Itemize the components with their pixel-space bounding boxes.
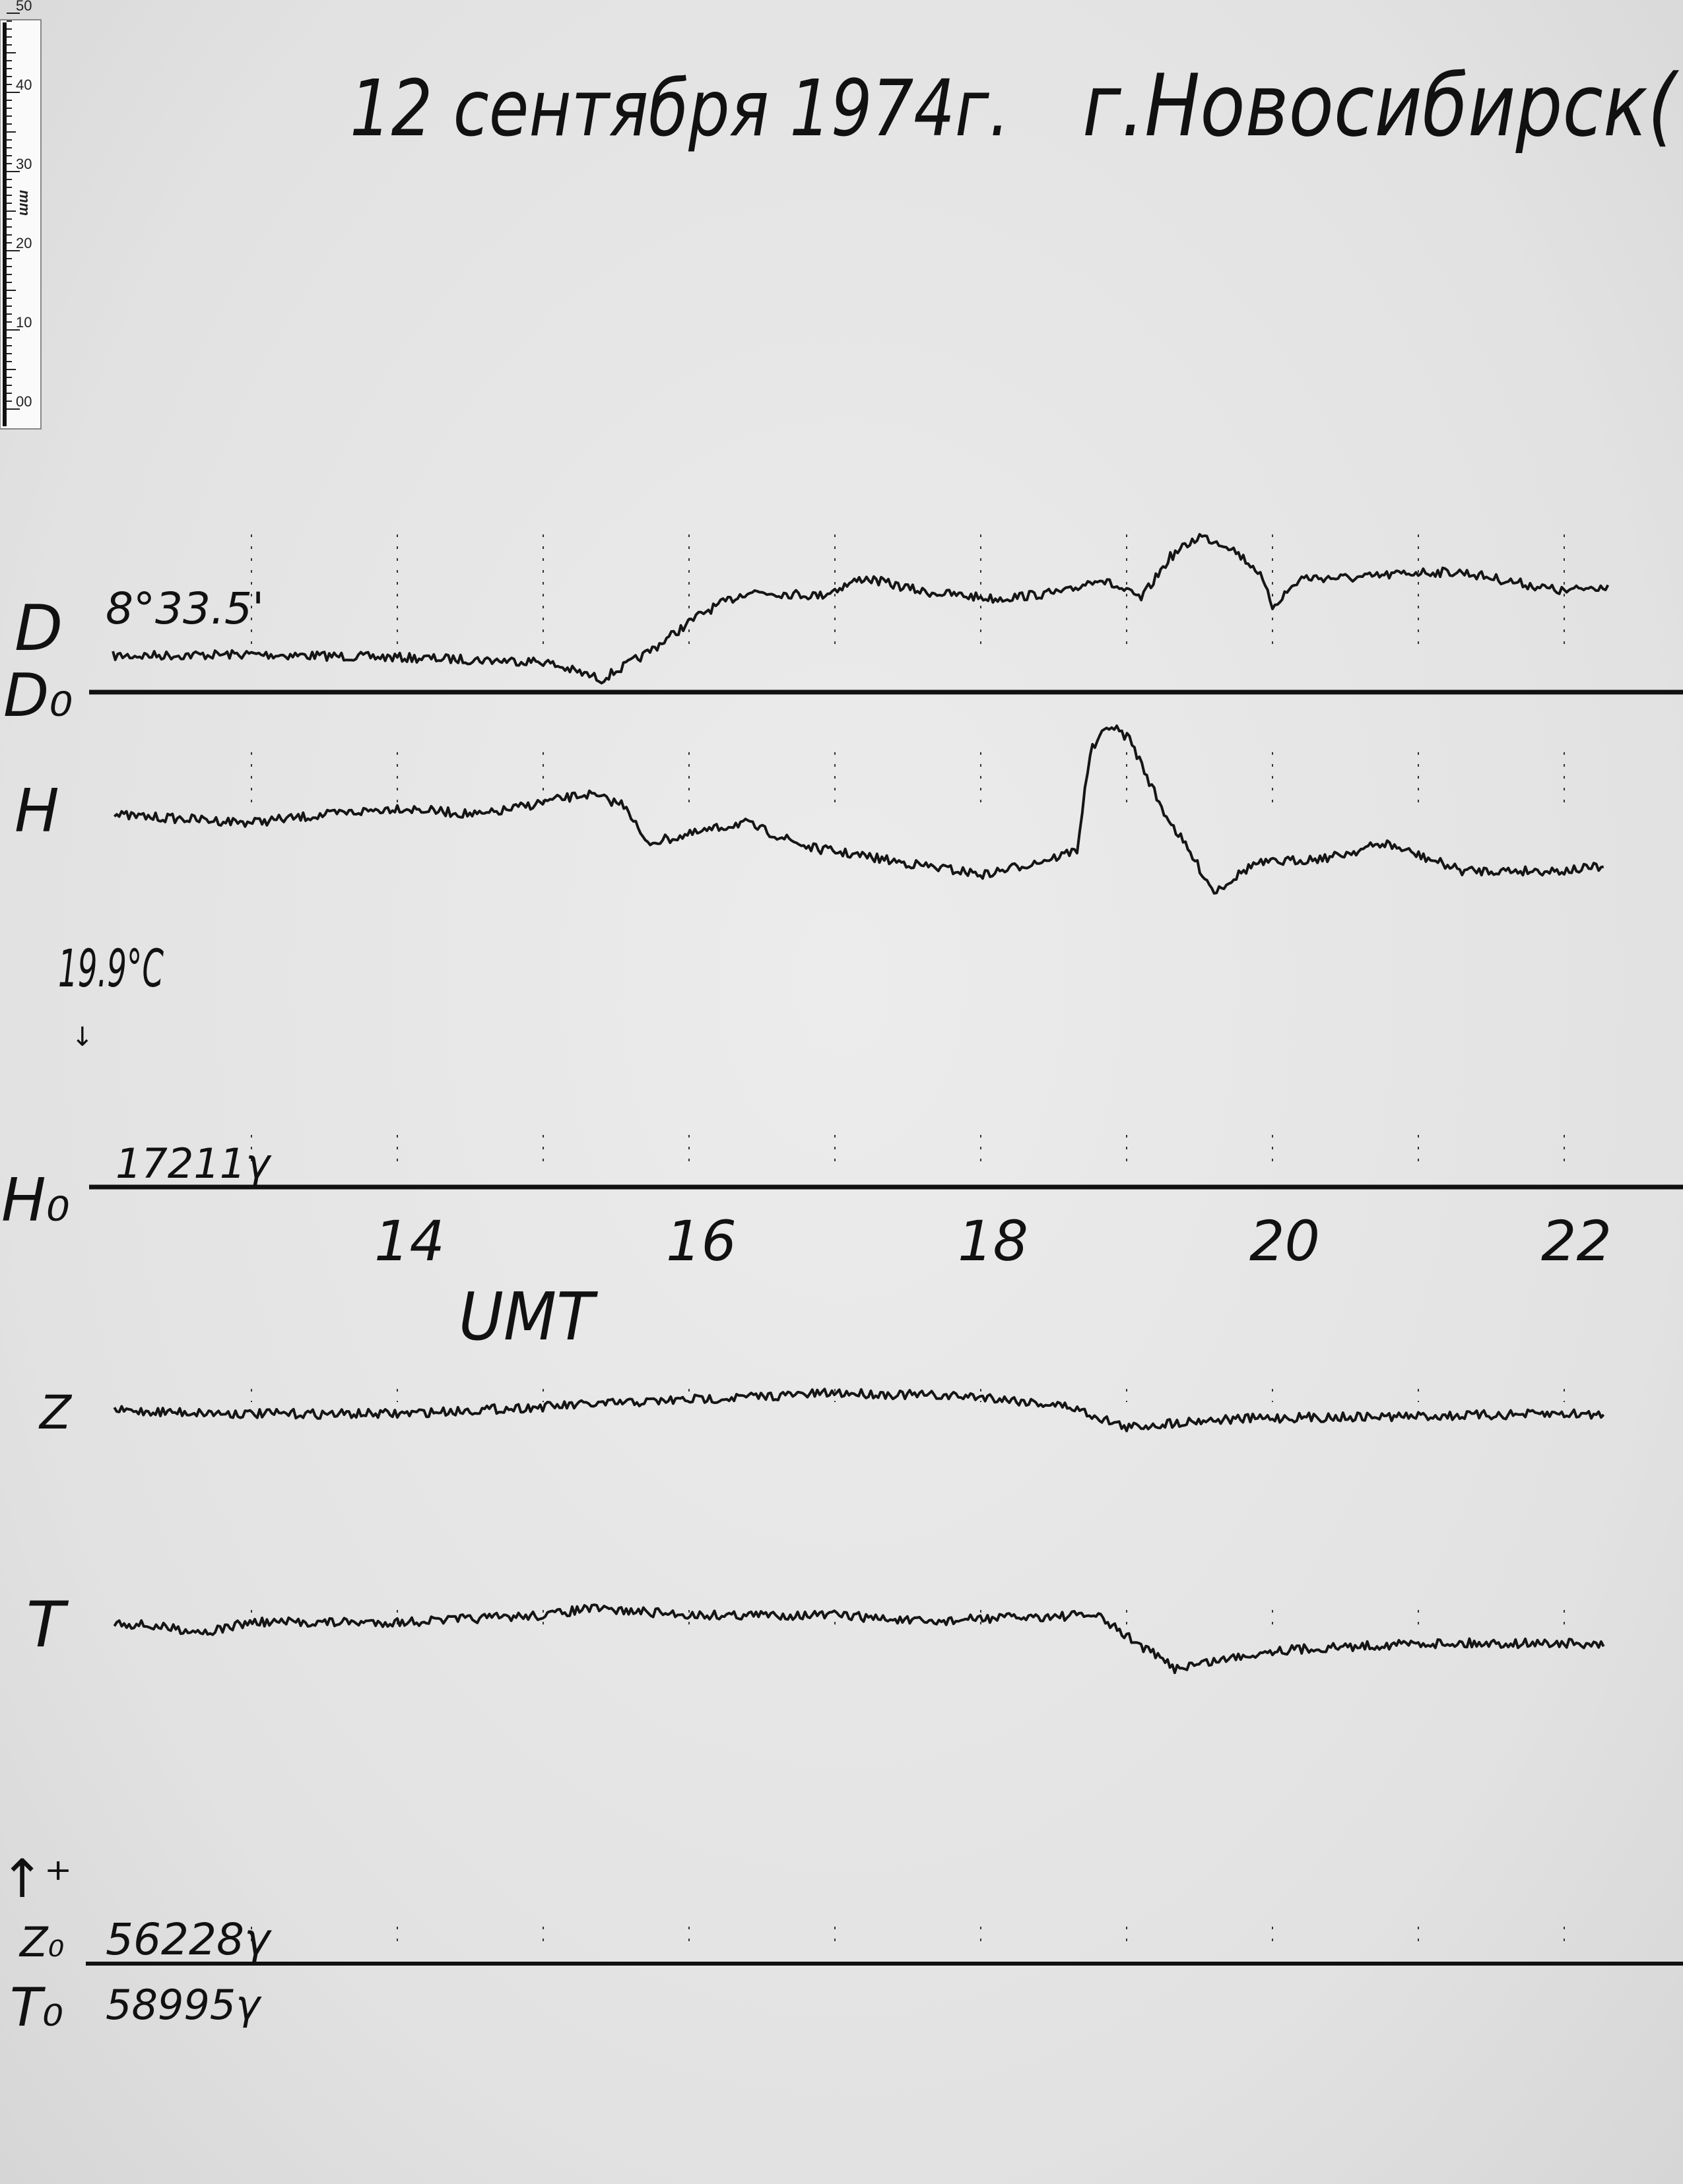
label-z0: Z₀ [18,1918,64,1966]
time-axis-label: UMT [459,1278,598,1355]
hour-label: 14 [374,1209,445,1273]
down-arrow-icon: ↓ [71,1022,94,1052]
trace-h [113,724,1604,895]
trace-d [112,532,1610,685]
mm-ruler: 00 10 20 30 40 50 mm [0,0,42,430]
trace-t [113,1603,1605,1675]
hour-label: 18 [958,1209,1028,1273]
label-h: H [15,777,59,846]
h0-value: 17211γ [116,1140,272,1188]
hour-label: 22 [1541,1209,1612,1273]
hour-label: 20 [1249,1209,1320,1273]
label-t: T [26,1589,69,1661]
ruler-tick-label: 10 [16,314,32,331]
trace-z [113,1388,1605,1432]
ruler-tick-label: 00 [16,393,32,410]
temperature-label: 19.9°C [58,940,164,999]
ruler-tick-label: 30 [16,156,32,172]
title-place: г.Новосибирск( [1082,55,1680,156]
ruler-tick-label: 40 [16,77,32,93]
t0-value: 58995γ [106,1981,262,2029]
z0-value: 56228γ [106,1914,272,1965]
label-h0: H₀ [1,1166,70,1235]
ruler-unit: mm [16,190,33,216]
label-d0: D₀ [3,661,73,730]
ruler-tick-label: 20 [16,235,32,251]
hour-label: 16 [666,1209,737,1273]
label-z: Z [38,1386,73,1440]
title-date: 12 сентября 1974г. [350,63,1010,154]
up-arrow-plus-icon: ↑⁺ [0,1848,72,1910]
label-d: D [15,593,63,665]
d0-value: 8°33.5' [106,583,264,634]
ruler-tick-label: 50 [16,0,32,14]
label-t0: T₀ [10,1977,63,2038]
